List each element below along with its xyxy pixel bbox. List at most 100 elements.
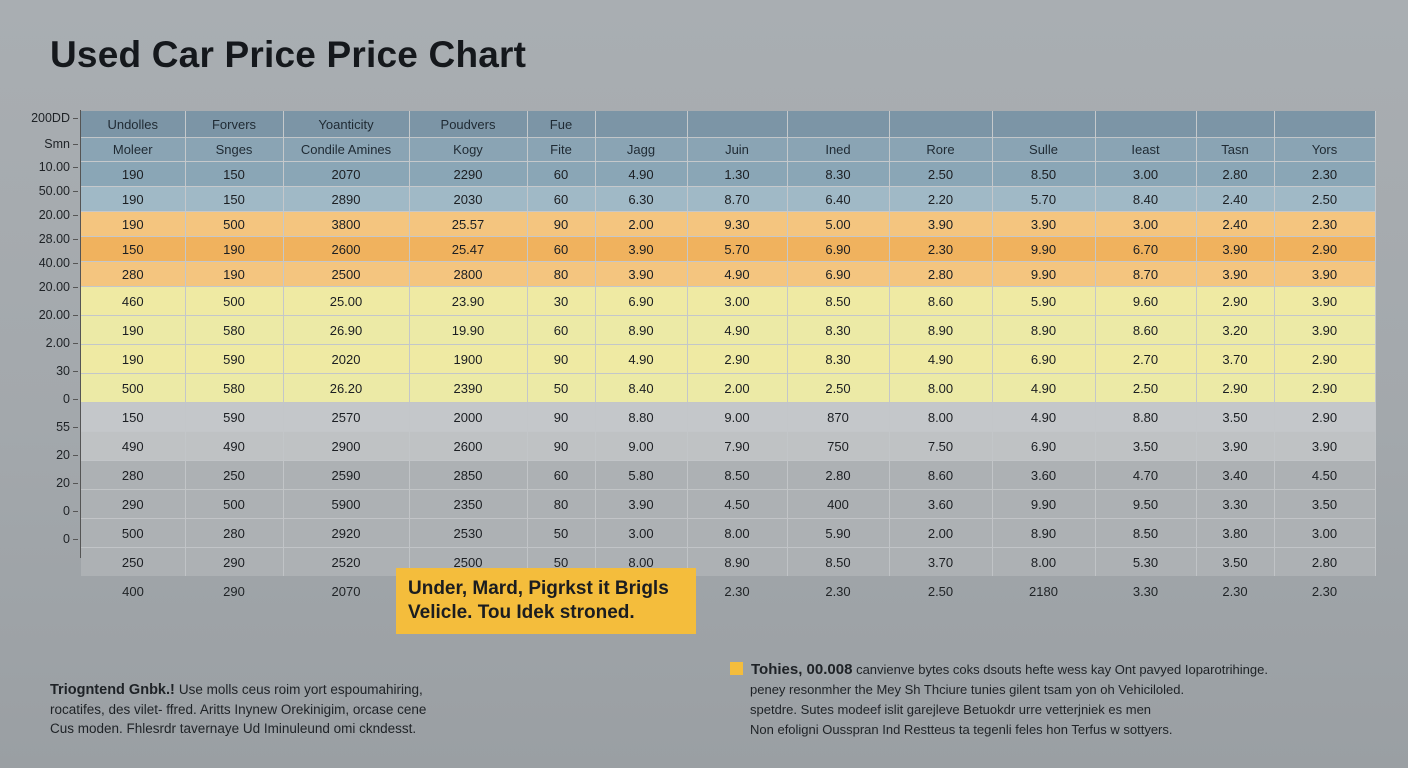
table-cell: 9.90: [992, 236, 1096, 262]
table-cell: 5.70: [992, 186, 1096, 212]
table-cell: [787, 111, 890, 138]
table-cell: 150: [81, 236, 186, 262]
table-cell: Forvers: [185, 111, 284, 138]
table-cell: 500: [185, 286, 284, 316]
table-cell: 60: [527, 236, 596, 262]
table-cell: 590: [185, 402, 284, 432]
table-cell: 4.90: [687, 315, 788, 345]
table-cell: 6.40: [787, 186, 890, 212]
table-cell: Condile Amines: [283, 137, 410, 162]
table-cell: 9.60: [1095, 286, 1197, 316]
table-cell: 8.40: [1095, 186, 1197, 212]
table-cell: 2.20: [889, 186, 993, 212]
table-cell: 190: [81, 161, 186, 187]
table-cell: [1196, 111, 1275, 138]
table-cell: [889, 111, 993, 138]
table-cell: 8.30: [787, 344, 890, 374]
table-cell: 6.90: [595, 286, 688, 316]
y-tick-label: 55: [56, 420, 78, 434]
table-cell: 190: [81, 315, 186, 345]
table-cell: 9.00: [595, 431, 688, 461]
table-cell: 250: [185, 460, 284, 490]
table-cell: 2.30: [1274, 161, 1376, 187]
y-tick-label: 20: [56, 448, 78, 462]
table-cell: 6.30: [595, 186, 688, 212]
table-cell: 2.80: [1196, 161, 1275, 187]
table-cell: 5.90: [992, 286, 1096, 316]
y-tick-label: 200DD: [31, 111, 78, 125]
table-cell: 3.50: [1274, 489, 1376, 519]
table-cell: 8.70: [687, 186, 788, 212]
table-cell: Ieast: [1095, 137, 1197, 162]
table-cell: 3800: [283, 211, 410, 237]
notes-line-3: Cus moden. Fhlesrdr tavernaye Ud Iminule…: [50, 721, 417, 736]
table-cell: 2.90: [1274, 373, 1376, 403]
table-cell: 400: [122, 583, 144, 599]
table-cell: 4.90: [595, 344, 688, 374]
table-cell: 25.00: [283, 286, 410, 316]
table-cell: 3.50: [1196, 547, 1275, 576]
table-cell: 2.30: [889, 236, 993, 262]
table-row: 190 500 3800 25.57 90 2.00 9.30 5.00 3.90 3.90 3.0…: [81, 211, 1376, 237]
table-cell: 3.90: [1196, 236, 1275, 262]
table-cell: 6.90: [992, 431, 1096, 461]
table-cell: 4.90: [992, 373, 1096, 403]
table-cell: 3.80: [1196, 518, 1275, 548]
legend: Tohies, 00.008 canvienve bytes coks dsou…: [730, 660, 1370, 740]
table-cell: 2.00: [889, 518, 993, 548]
table-cell: 2.70: [1095, 344, 1197, 374]
y-axis-line: [80, 110, 81, 558]
table-cell: 2.00: [595, 211, 688, 237]
table-cell: 3.00: [687, 286, 788, 316]
table-cell: 8.30: [787, 161, 890, 187]
table-cell: 4.90: [687, 261, 788, 287]
table-cell: 2.80: [1274, 547, 1376, 576]
table-cell: 3.50: [1095, 431, 1197, 461]
table-cell: 3.90: [1274, 315, 1376, 345]
table-cell: 3.00: [1095, 161, 1197, 187]
notes-line-1: Use molls ceus roim yort espoumahiring,: [178, 682, 423, 697]
table-cell: 580: [185, 373, 284, 403]
table-cell: 7.90: [687, 431, 788, 461]
table-cell: 26.90: [283, 315, 410, 345]
table-cell: 2850: [409, 460, 528, 490]
table-cell: 6.70: [1095, 236, 1197, 262]
table-cell: 2.30: [1222, 583, 1248, 599]
table-cell: 3.90: [595, 236, 688, 262]
table-cell: 3.90: [889, 211, 993, 237]
table-cell: 6.90: [787, 236, 890, 262]
table-cell: 2.90: [1196, 286, 1275, 316]
price-table: Undolles Forvers Yoanticity Poudvers Fue Mole…: [81, 111, 1376, 606]
table-cell: 3.00: [1095, 211, 1197, 237]
table-cell: 26.20: [283, 373, 410, 403]
table-cell: 490: [185, 431, 284, 461]
table-cell: 8.90: [992, 315, 1096, 345]
table-cell: 8.80: [595, 402, 688, 432]
table-cell: 6.90: [787, 261, 890, 287]
table-cell: 2.50: [927, 583, 954, 599]
notes-line-2: rocatifes, des vilet- ffred. Aritts Inyn…: [50, 702, 427, 717]
table-cell: 8.60: [889, 460, 993, 490]
table-cell: 500: [81, 373, 186, 403]
table-cell: 2.90: [1274, 402, 1376, 432]
y-tick-label: 0: [63, 532, 78, 546]
table-cell: 8.50: [992, 161, 1096, 187]
table-cell: 25.57: [409, 211, 528, 237]
table-cell: 290: [223, 583, 245, 599]
table-cell: 250: [81, 547, 186, 576]
table-cell: 8.30: [787, 315, 890, 345]
table-cell: Snges: [185, 137, 284, 162]
table-cell: 8.50: [1095, 518, 1197, 548]
table-cell: 3.30: [1132, 583, 1159, 599]
table-cell: 2520: [283, 547, 410, 576]
table-cell: 150: [185, 186, 284, 212]
table-cell: 80: [527, 261, 596, 287]
table-cell: 2.00: [687, 373, 788, 403]
table-cell: 2.30: [1311, 583, 1338, 599]
y-axis: 200DD Smn 10.00 50.00 20.00 28.00 40.00 20.00 20…: [0, 0, 80, 768]
legend-line-1: canvienve bytes coks dsouts hefte wess k…: [852, 662, 1268, 677]
table-cell: 8.90: [595, 315, 688, 345]
table-cell: 150: [81, 402, 186, 432]
legend-swatch: [730, 662, 743, 675]
y-tick-label: 28.00: [38, 232, 79, 246]
